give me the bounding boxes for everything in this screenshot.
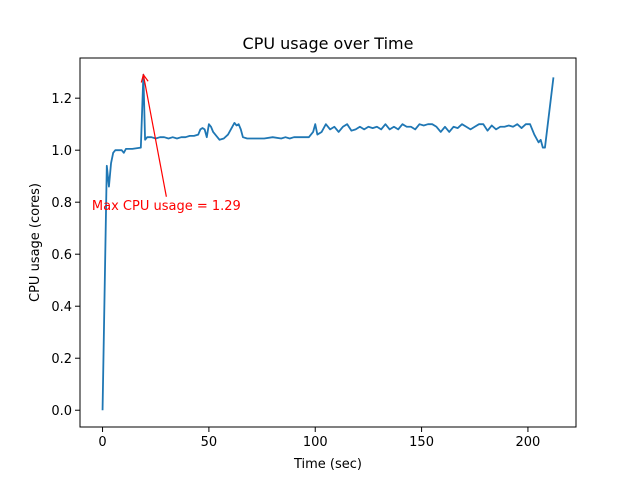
x-tick-label: 150 [409,435,434,450]
x-tick-label: 100 [303,435,328,450]
y-tick-label: 0.6 [51,248,72,263]
x-tick-label: 50 [201,435,218,450]
annotation-text: Max CPU usage = 1.29 [92,199,241,214]
y-tick-label: 0.0 [51,404,72,419]
y-tick-label: 0.8 [51,196,72,211]
annotation-arrow [142,74,167,197]
y-axis-label: CPU usage (cores) [28,183,43,302]
chart-title: CPU usage over Time [243,34,414,53]
y-tick-label: 1.0 [51,144,72,159]
data-line [101,73,555,411]
y-tick-label: 0.2 [51,352,72,367]
x-tick-label: 200 [516,435,541,450]
y-tick-label: 1.2 [51,92,72,107]
y-tick-label: 0.4 [51,300,72,315]
x-axis-label: Time (sec) [293,457,362,472]
annotation-arrowhead [140,73,149,83]
x-tick-label: 0 [98,435,106,450]
plot-frame [79,57,577,428]
